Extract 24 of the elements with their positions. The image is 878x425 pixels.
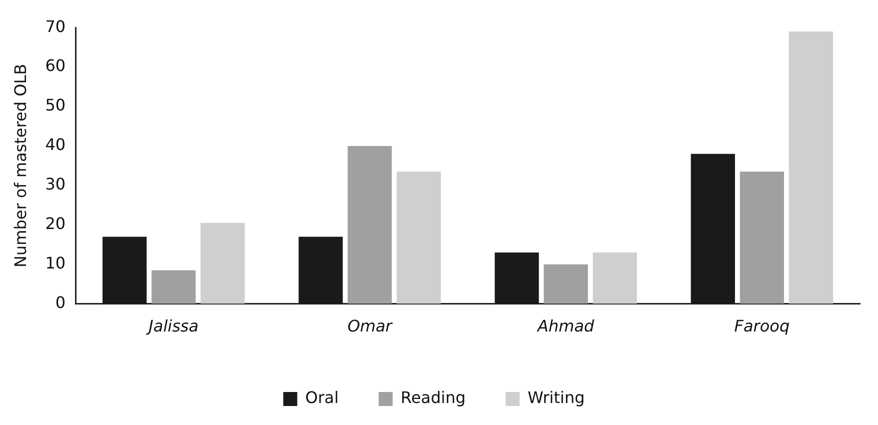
y-tick-label: 0 bbox=[55, 292, 66, 312]
bar bbox=[396, 172, 441, 304]
bar bbox=[788, 32, 834, 304]
y-tick-label: 50 bbox=[45, 96, 66, 115]
bar bbox=[592, 252, 637, 304]
y-tick-label: 70 bbox=[45, 16, 66, 36]
x-tick-label: Ahmad bbox=[536, 316, 595, 336]
bar bbox=[348, 146, 392, 304]
y-tick-label: 20 bbox=[45, 214, 66, 234]
y-tick-label: 10 bbox=[45, 254, 66, 272]
legend-label: Oral bbox=[305, 388, 339, 408]
x-tick-label: Omar bbox=[347, 316, 394, 336]
bar bbox=[152, 270, 196, 304]
x-tick-label: Jalissa bbox=[146, 316, 199, 336]
bar bbox=[740, 172, 784, 304]
y-axis-title: Number of mastered OLB bbox=[10, 64, 30, 268]
legend-label: Writing bbox=[528, 388, 585, 408]
y-tick-label: 30 bbox=[45, 174, 66, 194]
y-tick-label: 40 bbox=[45, 135, 66, 154]
y-tick-label: 60 bbox=[45, 56, 66, 76]
bar bbox=[200, 222, 245, 304]
x-tick-label: Farooq bbox=[734, 316, 790, 336]
legend-label: Reading bbox=[400, 388, 466, 408]
bar bbox=[544, 264, 588, 304]
